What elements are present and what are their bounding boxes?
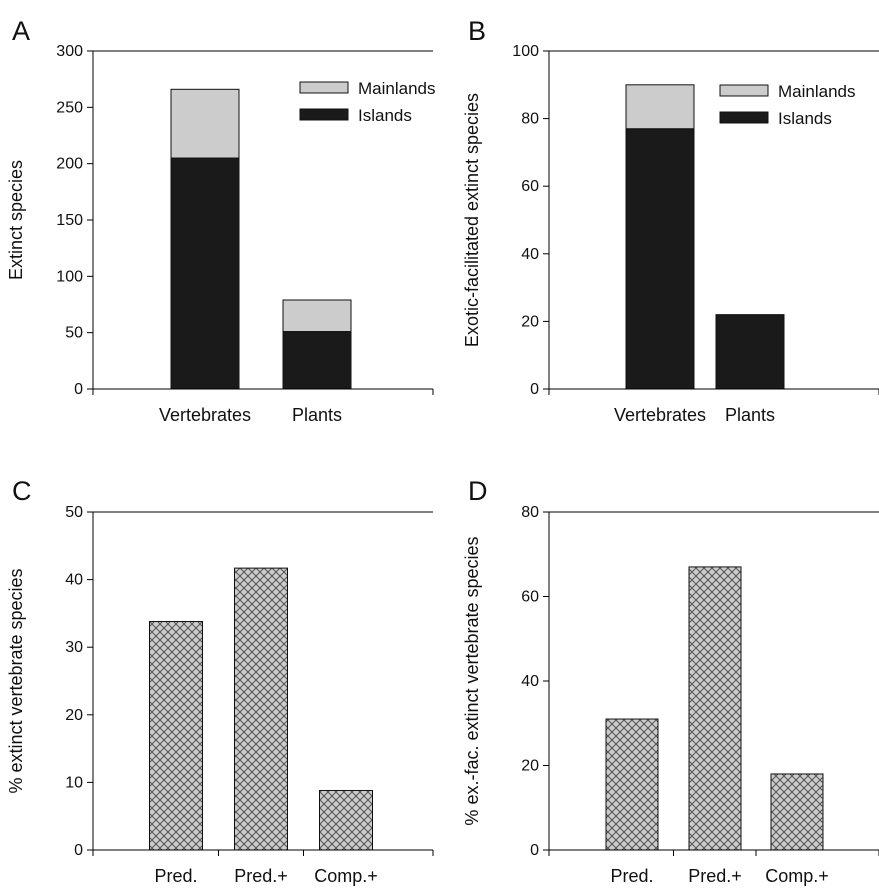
y-tick-label: 50 [65, 325, 83, 342]
y-tick-label: 250 [56, 99, 83, 116]
bar-pred [688, 566, 742, 851]
x-category-label: Plants [725, 405, 775, 425]
y-axis-label: % extinct vertebrate species [6, 568, 26, 793]
x-category-label: Pred. [610, 866, 653, 886]
y-tick-label: 30 [65, 639, 83, 656]
panel-letter: B [468, 16, 486, 46]
y-tick-label: 80 [521, 111, 539, 128]
legend-swatch-islands [719, 111, 769, 124]
bar-mainlands-plants [282, 299, 352, 333]
y-tick-label: 100 [56, 268, 83, 285]
y-tick-label: 150 [56, 212, 83, 229]
y-tick-label: 0 [74, 842, 83, 859]
y-tick-label: 0 [530, 842, 539, 859]
panel-letter: A [12, 16, 30, 46]
x-category-label: Plants [292, 405, 342, 425]
x-category-label: Pred.+ [234, 866, 288, 886]
panel-letter: D [468, 476, 488, 506]
y-tick-label: 100 [512, 43, 539, 60]
y-tick-label: 40 [521, 246, 539, 263]
bar-islands-vertebrates [170, 157, 240, 390]
legend-swatch-mainlands [719, 84, 769, 97]
legend-label-islands: Islands [778, 109, 832, 128]
chart-panel-c: C 0 10 20 30 40 50 Pred. Pred.+ Comp.+ % extinct v… [6, 476, 434, 886]
y-tick-label: 0 [74, 381, 83, 398]
bar-islands-vertebrates [625, 128, 695, 390]
panel-letter: C [12, 476, 32, 506]
y-axis-label: % ex.-fac. extinct vertebrate species [462, 536, 482, 825]
x-category-label: Vertebrates [159, 405, 251, 425]
bar-comp [770, 773, 824, 851]
legend-label-mainlands: Mainlands [358, 79, 436, 98]
chart-panel-a: A 0 50 100 150 200 250 300 Vertebrates Plants Exti… [6, 16, 436, 425]
chart-panel-d: D 0 20 40 60 80 Pred. Pred.+ Comp.+ % ex.-fac. ex… [462, 476, 879, 886]
y-tick-label: 60 [521, 589, 539, 606]
bar-islands-plants [715, 314, 785, 390]
legend-label-mainlands: Mainlands [778, 82, 856, 101]
y-tick-label: 200 [56, 156, 83, 173]
y-tick-label: 80 [521, 504, 539, 521]
y-axis-label: Extinct species [6, 160, 26, 280]
y-tick-label: 20 [521, 758, 539, 775]
y-tick-label: 50 [65, 504, 83, 521]
y-tick-label: 20 [521, 313, 539, 330]
y-tick-label: 20 [65, 707, 83, 724]
legend-label-islands: Islands [358, 106, 412, 125]
y-axis-label: Exotic-facilitated extinct species [462, 93, 482, 347]
bar-mainlands-vertebrates [625, 84, 695, 130]
bar-mainlands-vertebrates [170, 88, 240, 159]
x-category-label: Vertebrates [614, 405, 706, 425]
legend-swatch-islands [299, 108, 349, 121]
bar-pred [149, 621, 203, 851]
y-tick-label: 60 [521, 178, 539, 195]
legend-swatch-mainlands [299, 81, 349, 94]
x-category-label: Comp.+ [314, 866, 378, 886]
y-tick-label: 300 [56, 43, 83, 60]
bar-islands-plants [282, 331, 352, 390]
y-tick-label: 40 [65, 572, 83, 589]
chart-panel-b: B 0 20 40 60 80 100 Vertebrates Plants Exotic-fac… [462, 16, 879, 425]
x-category-label: Pred. [154, 866, 197, 886]
bar-pred [234, 567, 288, 851]
x-category-label: Comp.+ [765, 866, 829, 886]
bar-comp [319, 790, 373, 851]
y-tick-label: 40 [521, 673, 539, 690]
y-tick-label: 10 [65, 774, 83, 791]
bar-pred [605, 718, 659, 851]
x-category-label: Pred.+ [688, 866, 742, 886]
y-tick-label: 0 [530, 381, 539, 398]
